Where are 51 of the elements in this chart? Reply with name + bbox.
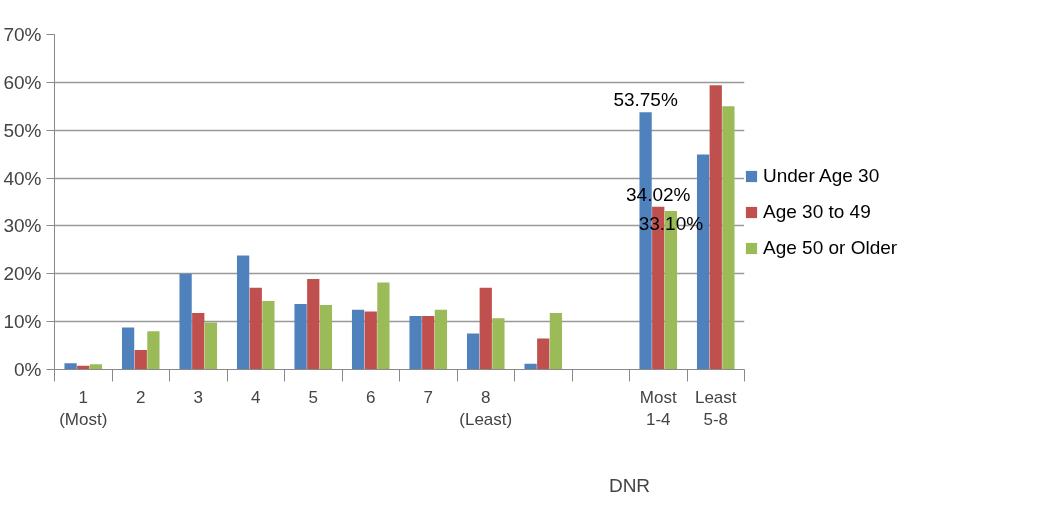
data-label: 53.75% [613, 89, 678, 111]
x-tick-label: Least 5-8 [694, 387, 737, 430]
y-tick-label: 70% [3, 24, 42, 45]
bar [409, 315, 422, 370]
bar [422, 315, 435, 370]
x-tick-label: 5 [308, 387, 318, 407]
bar [549, 313, 563, 370]
bar [434, 309, 448, 370]
bar [121, 327, 135, 370]
bar [479, 287, 492, 370]
bar [319, 304, 333, 370]
y-tick-label: 10% [3, 311, 42, 333]
bar [709, 85, 722, 370]
x-tick-label: 4 [251, 387, 261, 407]
bar [64, 363, 77, 370]
x-tick-label: 2 [136, 387, 146, 407]
bar [377, 282, 390, 370]
bar [204, 322, 218, 370]
bar [524, 363, 537, 370]
y-tick-label: 40% [3, 167, 42, 189]
bar [89, 364, 103, 370]
bar [192, 313, 205, 370]
x-tick-label: 1 (Most) [59, 387, 108, 430]
legend-label: Under Age 30 [763, 165, 880, 187]
x-tick-label: 7 [423, 387, 433, 407]
bar [147, 331, 160, 370]
bar [537, 338, 550, 370]
y-tick-label: 20% [3, 263, 42, 285]
bar [492, 318, 505, 370]
bar [364, 311, 377, 370]
y-tick-label: 0% [14, 359, 42, 380]
bar [262, 301, 275, 370]
x-tick-label: 8 (Least) [459, 387, 513, 430]
text: DNR [608, 474, 651, 496]
legend-label: Age 30 to 49 [763, 201, 871, 223]
bar [307, 279, 320, 370]
y-tick-label: 30% [3, 215, 42, 237]
y-tick-label: 50% [3, 119, 42, 141]
bar [294, 303, 307, 370]
x-tick-label: Most 1-4 [639, 387, 677, 430]
bar [351, 309, 365, 370]
y-tick-label: 60% [3, 71, 42, 93]
bar [236, 255, 250, 370]
x-tick-label: 6 [366, 387, 376, 407]
x-tick-label: 3 [193, 387, 203, 407]
bar [249, 287, 262, 370]
bar [466, 333, 480, 370]
bar [722, 106, 735, 370]
bar [179, 273, 192, 370]
bar [134, 349, 147, 370]
legend-label: Age 50 or Older [763, 237, 898, 259]
